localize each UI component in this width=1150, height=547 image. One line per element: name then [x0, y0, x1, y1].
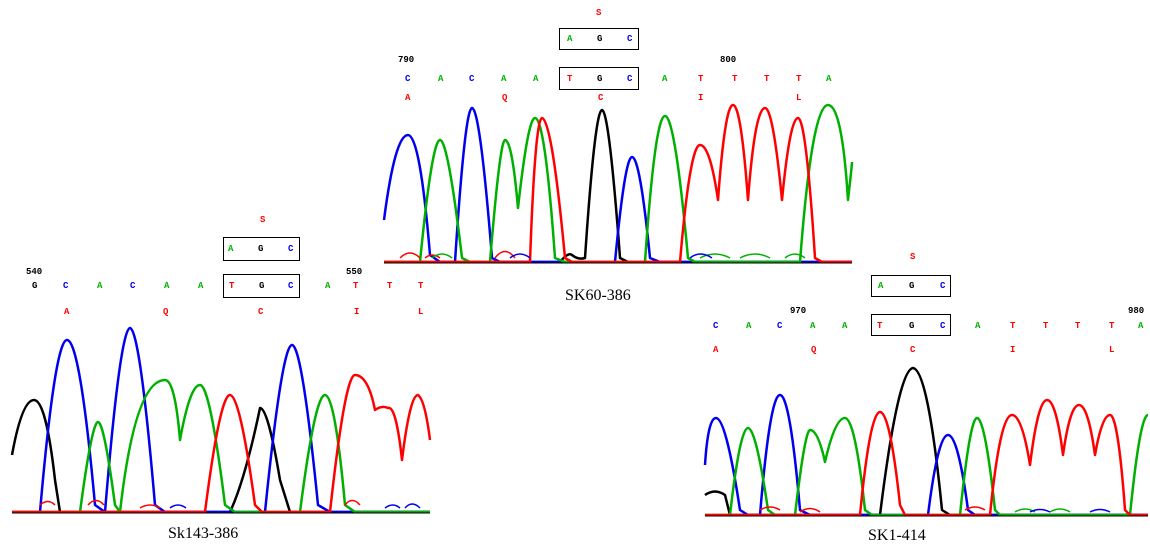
substitution-label: S — [596, 8, 602, 18]
amino-acid: L — [418, 307, 424, 317]
base-call: G — [259, 281, 265, 291]
reference-codon-box — [223, 274, 300, 298]
amino-acid: I — [354, 307, 360, 317]
position-label: 800 — [720, 55, 737, 65]
mutant-codon-base: C — [627, 34, 633, 44]
base-call: C — [713, 321, 719, 331]
base-call: A — [662, 74, 668, 84]
sample-caption: Sk143-386 — [168, 525, 239, 542]
base-call: T — [764, 74, 770, 84]
base-call: C — [777, 321, 783, 331]
base-call: T — [1109, 321, 1115, 331]
mutant-codon-base: A — [228, 244, 234, 254]
base-call: A — [438, 74, 444, 84]
base-call: G — [909, 321, 915, 331]
position-label: 540 — [26, 267, 43, 277]
base-call: A — [501, 74, 507, 84]
base-call: T — [387, 281, 393, 291]
position-label: 970 — [790, 306, 807, 316]
base-call: A — [97, 281, 103, 291]
base-call: T — [1043, 321, 1049, 331]
reference-codon-box — [871, 314, 951, 336]
mutant-codon-base: C — [940, 281, 946, 291]
sample-caption: SK1-414 — [868, 527, 926, 544]
base-call: A — [826, 74, 832, 84]
position-label: 550 — [346, 267, 363, 277]
amino-acid: A — [713, 345, 719, 355]
amino-acid: Q — [502, 93, 508, 103]
base-call: T — [229, 281, 235, 291]
mutant-codon-base: G — [258, 244, 264, 254]
mutant-codon-box — [871, 275, 951, 297]
base-call: C — [469, 74, 475, 84]
amino-acid: L — [1109, 345, 1115, 355]
base-call: A — [533, 74, 539, 84]
base-call: A — [746, 321, 752, 331]
base-call: T — [418, 281, 424, 291]
sample-caption: SK60-386 — [565, 287, 631, 304]
base-call: C — [627, 74, 633, 84]
position-label: 790 — [398, 55, 415, 65]
mutant-codon-base: C — [288, 244, 294, 254]
amino-acid: A — [64, 307, 70, 317]
base-call: A — [164, 281, 170, 291]
mutant-codon-base: G — [597, 34, 603, 44]
base-call: C — [288, 281, 294, 291]
base-call: C — [405, 74, 411, 84]
mutant-codon-base: A — [567, 34, 573, 44]
base-call: C — [63, 281, 69, 291]
amino-acid: C — [910, 345, 916, 355]
mutant-codon-base: A — [878, 281, 884, 291]
amino-acid: A — [405, 93, 411, 103]
amino-acid: L — [796, 93, 802, 103]
base-call: T — [796, 74, 802, 84]
base-call: T — [1075, 321, 1081, 331]
mutant-codon-box — [559, 28, 639, 50]
amino-acid: I — [698, 93, 704, 103]
substitution-label: S — [910, 252, 916, 262]
base-call: T — [353, 281, 359, 291]
base-call: G — [597, 74, 603, 84]
base-call: A — [810, 321, 816, 331]
base-call: A — [198, 281, 204, 291]
reference-codon-box — [559, 67, 639, 90]
base-call: A — [975, 321, 981, 331]
position-label: 980 — [1128, 306, 1145, 316]
base-call: C — [130, 281, 136, 291]
substitution-label: S — [260, 215, 266, 225]
amino-acid: C — [258, 307, 264, 317]
amino-acid: C — [598, 93, 604, 103]
base-call: A — [842, 321, 848, 331]
base-call: A — [1138, 321, 1144, 331]
base-call: G — [32, 281, 38, 291]
mutant-codon-box — [223, 237, 300, 261]
base-call: A — [325, 281, 331, 291]
base-call: T — [698, 74, 704, 84]
base-call: T — [1010, 321, 1016, 331]
amino-acid: Q — [163, 307, 169, 317]
amino-acid: Q — [811, 345, 817, 355]
amino-acid: I — [1010, 345, 1016, 355]
base-call: T — [732, 74, 738, 84]
mutant-codon-base: G — [909, 281, 915, 291]
base-call: T — [877, 321, 883, 331]
base-call: T — [567, 74, 573, 84]
base-call: C — [940, 321, 946, 331]
